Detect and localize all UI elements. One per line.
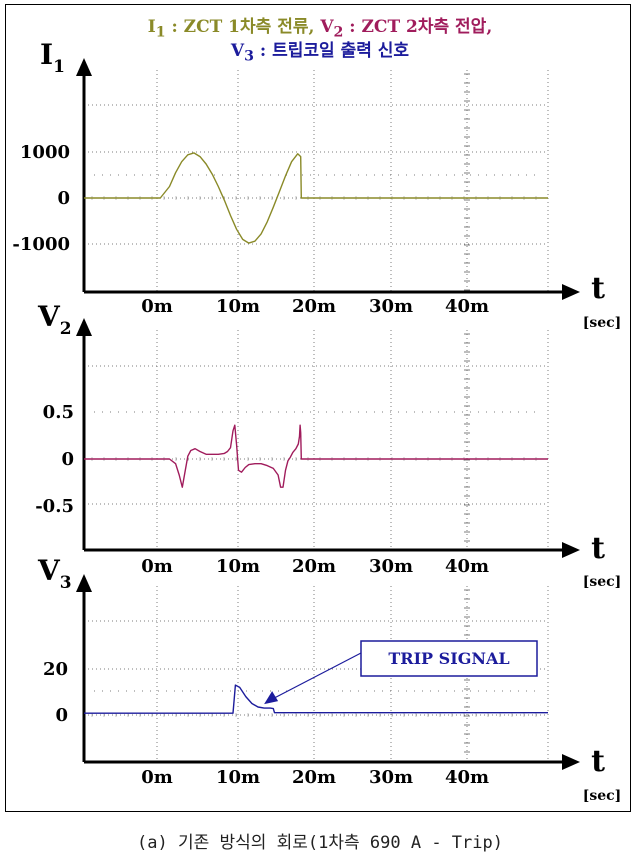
y-axis-label: I1 xyxy=(40,38,65,77)
i1-symbol: I xyxy=(147,17,156,37)
x-tick-label: 20m xyxy=(292,556,336,577)
x-tick-label: 20m xyxy=(292,296,336,317)
v2-description: : ZCT 2차측 전압, xyxy=(343,17,493,37)
series-line xyxy=(84,152,548,244)
series-line xyxy=(84,424,548,488)
x-axis-label: t xyxy=(591,531,605,566)
x-axis-unit: [sec] xyxy=(583,574,622,590)
y-tick-label: 1000 xyxy=(20,142,70,163)
y-axis-arrow xyxy=(76,574,92,592)
y-tick-label: 0 xyxy=(61,449,74,470)
y-tick-label: -1000 xyxy=(12,234,70,255)
y-axis-label-subscript: 2 xyxy=(60,319,72,339)
x-axis-arrow xyxy=(562,754,580,770)
y-axis-arrow xyxy=(76,318,92,336)
annotation-arrow-line xyxy=(273,652,362,699)
x-axis-label: t xyxy=(591,744,605,779)
x-axis-label: t xyxy=(591,271,605,306)
figure-frame xyxy=(5,4,631,812)
v2-legend-entry: V2 : ZCT 2차측 전압, xyxy=(320,17,493,41)
chart-panel-2: V2 t [sec] 0m 10m 20m 30m 40m 0.5 0 -0.5 xyxy=(35,300,621,590)
v3-legend-entry: V3 : 트립코일 출력 신호 xyxy=(230,41,410,65)
y-tick-label: 20 xyxy=(43,659,68,680)
x-tick-label: 0m xyxy=(141,767,173,788)
annotation-box xyxy=(360,640,538,677)
y-tick-label: -0.5 xyxy=(35,496,74,517)
x-tick-label: 0m xyxy=(141,556,173,577)
x-tick-label: 10m xyxy=(216,767,260,788)
y-axis-label: V2 xyxy=(37,300,72,339)
x-axis-unit: [sec] xyxy=(583,788,622,804)
x-axis-unit: [sec] xyxy=(583,315,622,331)
i1-description: : ZCT 1차측 전류, xyxy=(165,17,321,37)
i1-legend-entry: I1 : ZCT 1차측 전류, xyxy=(147,17,321,41)
x-axis-arrow xyxy=(562,542,580,558)
x-axis-arrow xyxy=(562,284,580,300)
x-tick-label: 40m xyxy=(445,556,489,577)
v3-symbol: V xyxy=(230,41,245,61)
v3-subscript: 3 xyxy=(244,48,254,65)
v3-description: : 트립코일 출력 신호 xyxy=(253,41,410,61)
x-tick-label: 10m xyxy=(216,296,260,317)
y-axis-label-subscript: 1 xyxy=(53,57,65,77)
x-tick-label: 30m xyxy=(369,556,413,577)
chart-title-line-1: I1 : ZCT 1차측 전류, V2 : ZCT 2차측 전압, xyxy=(0,12,640,40)
y-axis-label: V3 xyxy=(37,554,72,593)
y-tick-label: 0 xyxy=(55,705,68,726)
y-tick-label: 0.5 xyxy=(43,402,74,423)
annotation-label: TRIP SIGNAL xyxy=(388,649,509,668)
chart-title-line-2: V3 : 트립코일 출력 신호 xyxy=(0,36,640,64)
chart-panel-1: I1 t [sec] 0m 10m 20m 30m 40m 1000 0 -1000 xyxy=(12,38,621,331)
x-tick-label: 0m xyxy=(141,296,173,317)
series-line xyxy=(84,684,548,714)
i1-subscript: 1 xyxy=(155,24,166,41)
y-axis-arrow xyxy=(76,58,92,76)
x-tick-label: 10m xyxy=(216,556,260,577)
x-tick-label: 30m xyxy=(369,767,413,788)
v2-symbol: V xyxy=(320,17,334,37)
figure-caption: (a) 기존 방식의 회로(1차측 690 A - Trip) xyxy=(137,833,503,853)
annotation-arrow-head xyxy=(264,691,279,705)
x-tick-label: 40m xyxy=(445,296,489,317)
x-tick-label: 40m xyxy=(445,767,489,788)
y-axis-label-subscript: 3 xyxy=(60,573,72,593)
y-tick-label: 0 xyxy=(57,188,70,209)
v2-subscript: 2 xyxy=(333,24,344,41)
x-tick-label: 20m xyxy=(292,767,336,788)
x-tick-label: 30m xyxy=(369,296,413,317)
